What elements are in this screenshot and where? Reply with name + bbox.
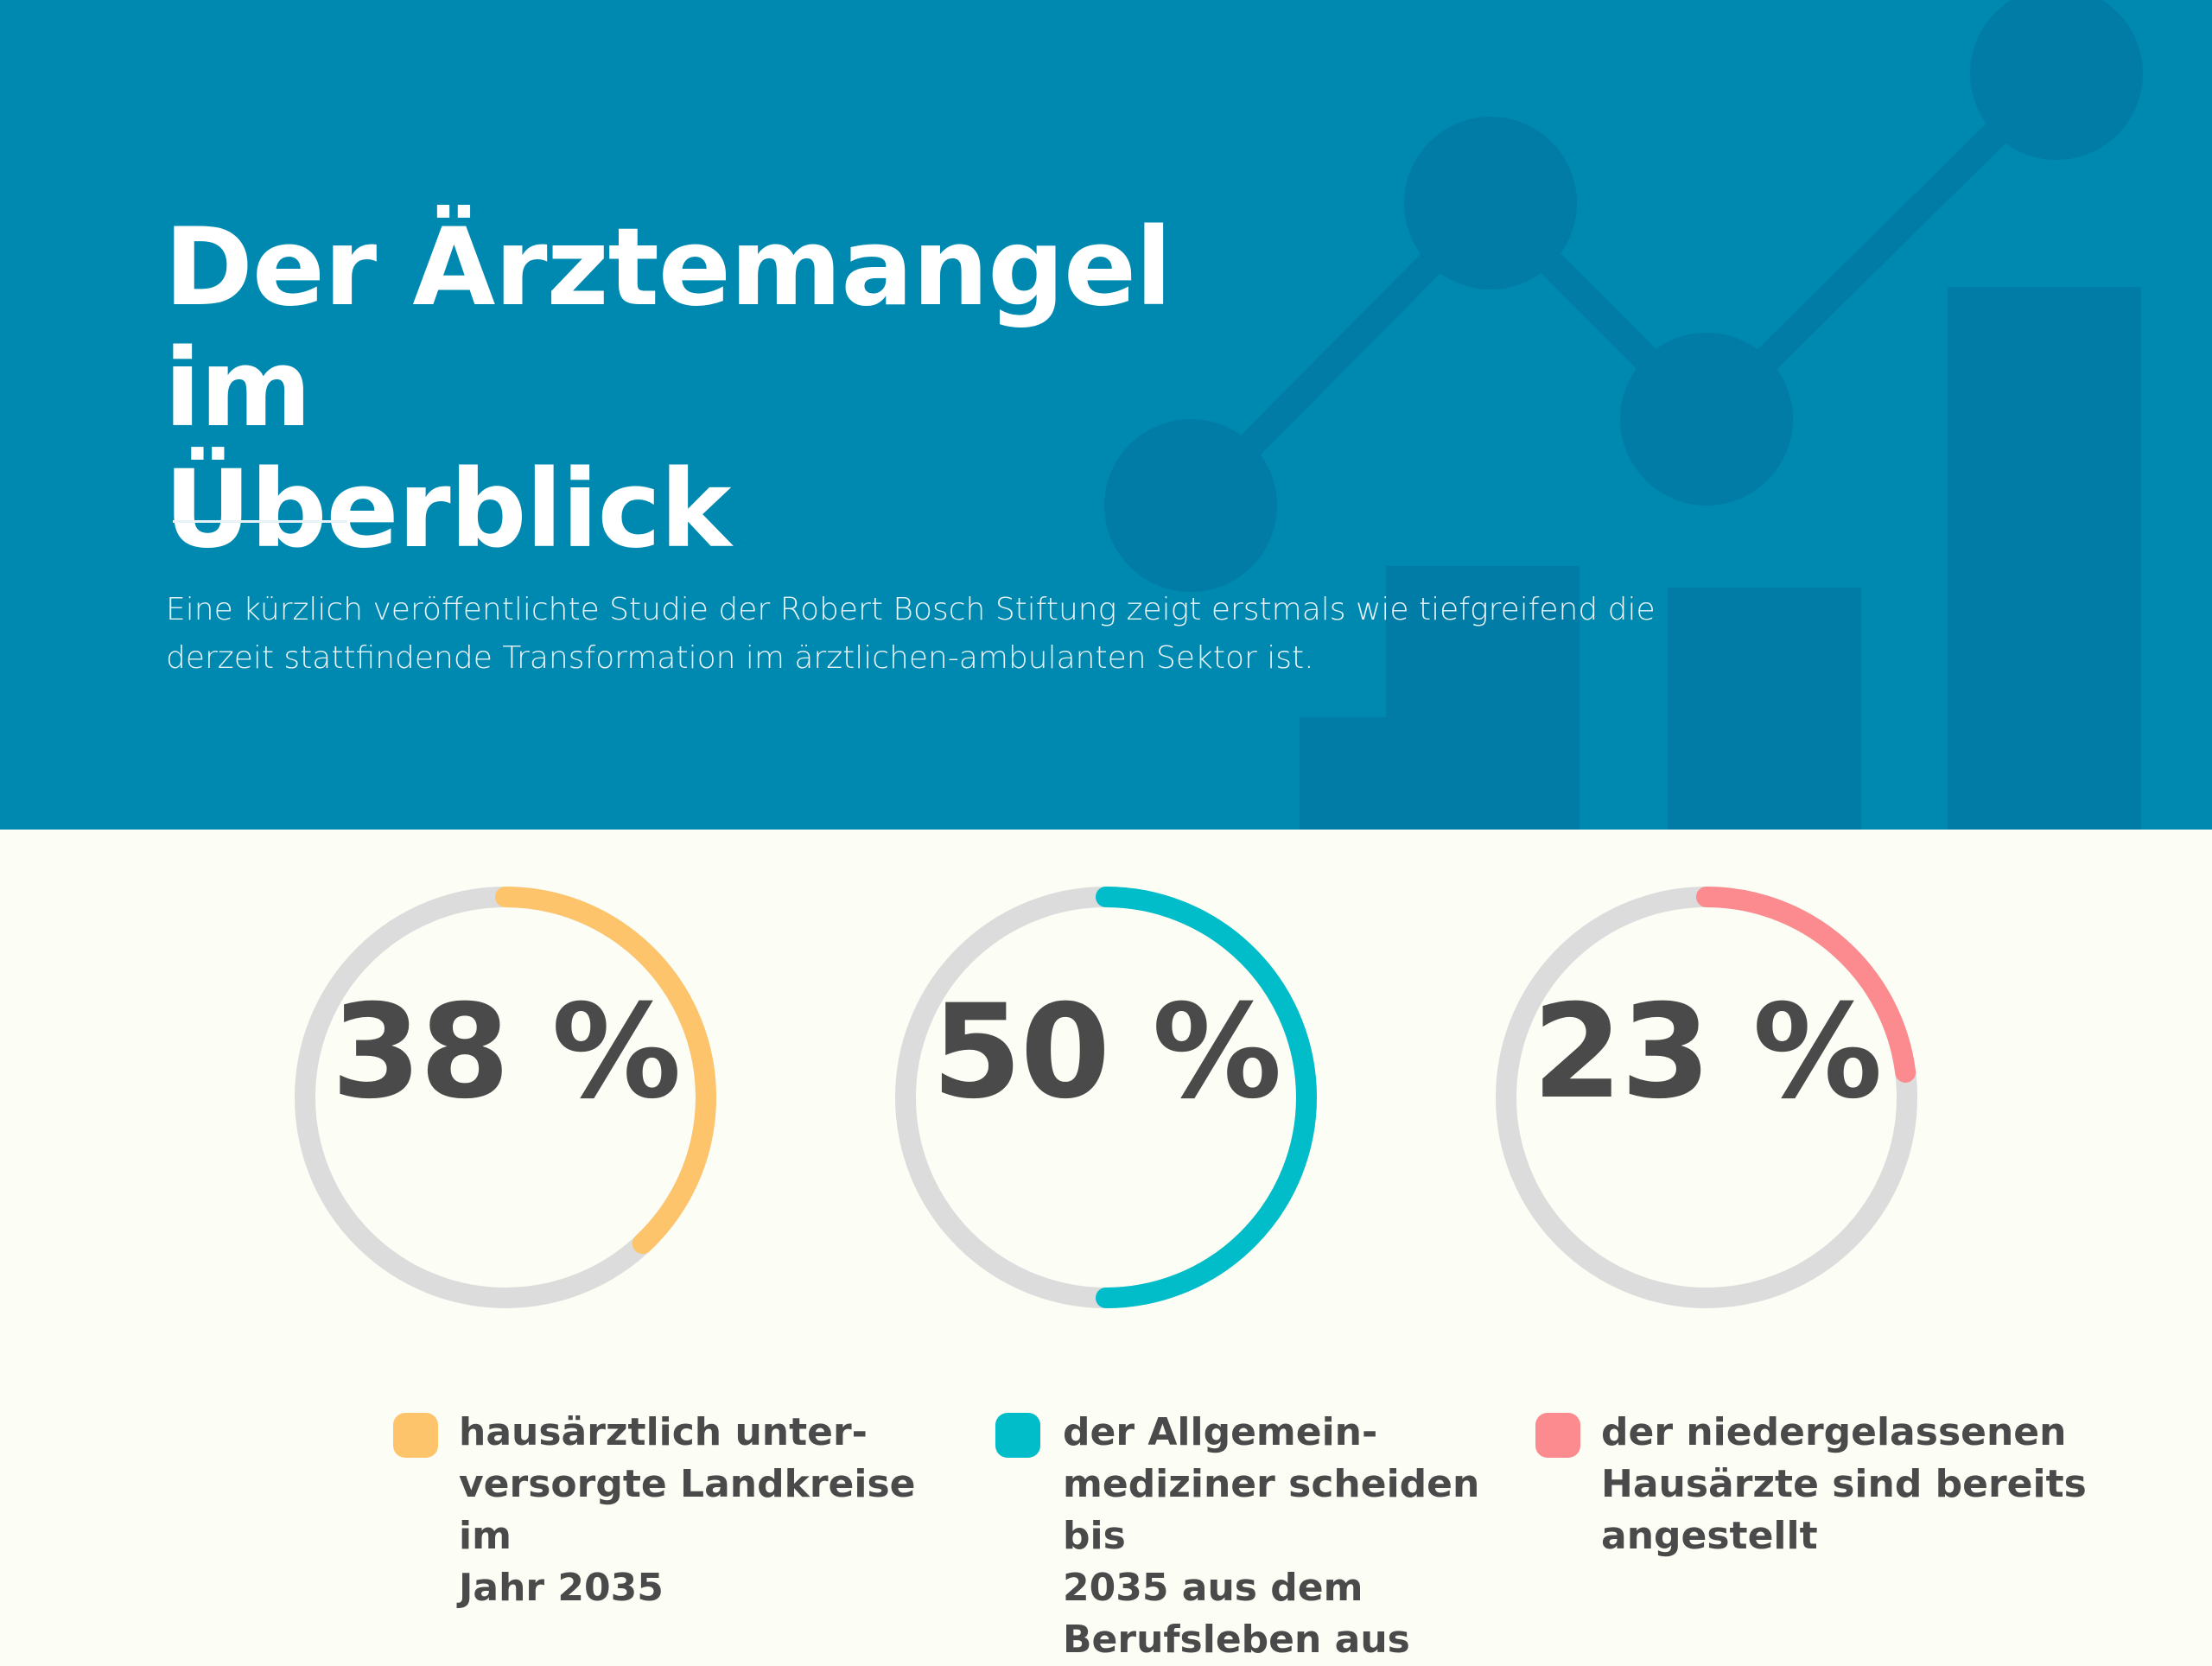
decorative-bar <box>1300 717 1386 830</box>
stat-value: 23 % <box>1532 977 1882 1128</box>
decorative-point <box>1104 419 1277 592</box>
progress-ring <box>1496 887 1917 1308</box>
header-banner: Der Ärztemangel im Überblick Eine kürzli… <box>0 0 2212 830</box>
legend-swatch <box>995 1413 1040 1458</box>
decorative-bar <box>1948 287 2141 830</box>
progress-ring-arc <box>495 887 716 1255</box>
stat-card-general-practitioners: 50 % der Allgemein- mediziner scheiden b… <box>890 830 1547 1662</box>
title-divider <box>173 520 347 523</box>
stat-value: 38 % <box>331 977 681 1128</box>
statistics-section: 38 % hausärztlich unter- versorgte Landk… <box>0 830 2212 1662</box>
progress-ring <box>295 887 716 1308</box>
stat-value: 50 % <box>931 977 1281 1128</box>
progress-ring <box>895 887 1317 1308</box>
progress-ring-arc <box>1096 887 1317 1308</box>
decorative-point <box>1404 117 1577 289</box>
stat-description: der Allgemein- mediziner scheiden bis 20… <box>1063 1410 1480 1662</box>
stat-description: hausärztlich unter- versorgte Landkreise… <box>459 1410 916 1610</box>
page-title: Der Ärztemangel im Überblick <box>164 206 1173 572</box>
decorative-trend-line <box>1180 63 2067 516</box>
stat-description: der niedergelassenen Hausärzte sind bere… <box>1601 1410 2087 1558</box>
stat-card-rural-districts: 38 % hausärztlich unter- versorgte Landk… <box>289 830 946 1659</box>
legend-swatch <box>393 1413 438 1458</box>
legend-swatch <box>1535 1413 1580 1458</box>
decorative-bar <box>1668 588 1861 830</box>
decorative-chart-graphic <box>1104 0 2143 830</box>
progress-ring-arc <box>1696 887 1916 1083</box>
decorative-bar <box>1386 566 1580 830</box>
stat-card-employed-doctors: 23 % der niedergelassenen Hausärzte sind… <box>1491 830 2147 1659</box>
intro-text: Eine kürzlich veröffentlichte Studie der… <box>166 592 1656 676</box>
decorative-point <box>1620 333 1793 506</box>
decorative-point <box>1970 0 2143 160</box>
